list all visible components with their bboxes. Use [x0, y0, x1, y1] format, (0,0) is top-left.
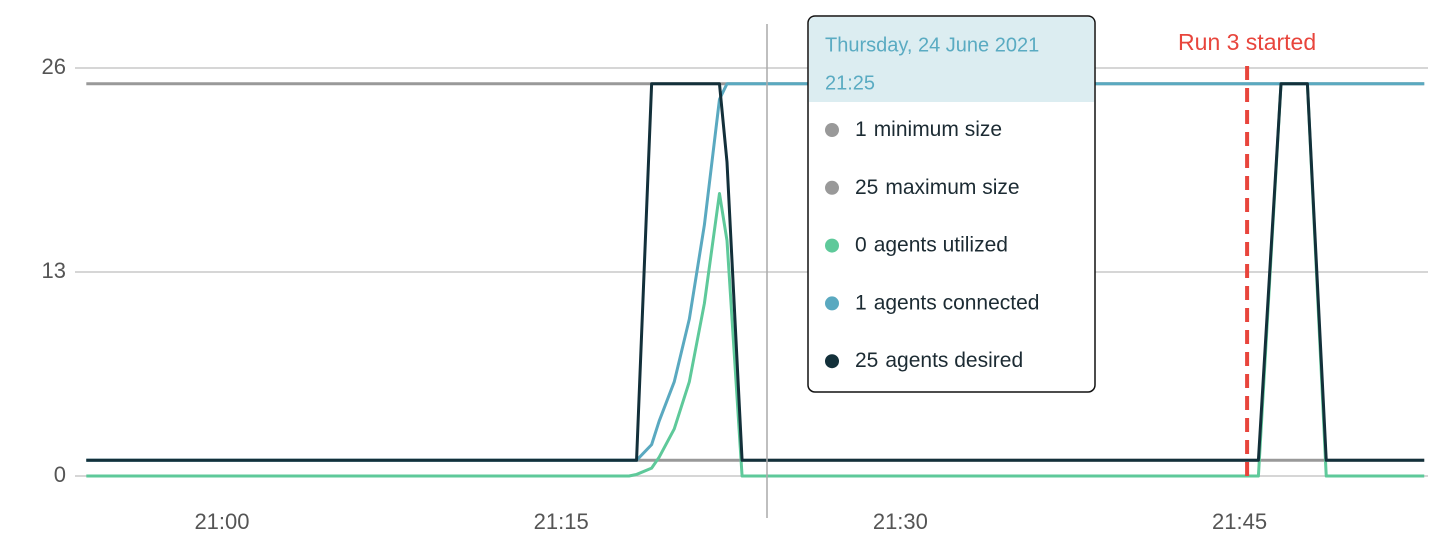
tooltip-item: 25 maximum size [855, 175, 1020, 198]
tooltip-value: 0 [855, 233, 867, 256]
annotation: Run 3 started [1178, 29, 1316, 482]
tooltip-item: 1 agents connected [855, 291, 1039, 314]
x-tick-label: 21:30 [873, 509, 928, 534]
tooltip: Thursday, 24 June 2021 21:25 1 minimum si… [807, 15, 1096, 393]
y-tick-label: 0 [54, 462, 66, 487]
tooltip-item: 1 minimum size [855, 118, 1002, 141]
tooltip-label: agents utilized [874, 233, 1008, 256]
lines [86, 82, 1425, 478]
tooltip-dot [825, 296, 839, 311]
series-line [86, 82, 1425, 478]
grid: 0 13 26 21:00 21:15 21:30 21:45 [42, 54, 1428, 534]
tooltip-dot [825, 180, 839, 195]
annotation-text: Run 3 started [1178, 29, 1316, 55]
tooltip-header [809, 17, 1094, 102]
tooltip-label: minimum size [874, 118, 1002, 141]
tooltip-item: 0 agents utilized [855, 233, 1008, 256]
x-tick-label: 21:15 [534, 509, 589, 534]
tooltip-dot [825, 123, 839, 137]
tooltip-label: maximum size [885, 175, 1019, 198]
tooltip-box [807, 15, 1096, 393]
tooltip-label: agents desired [885, 349, 1023, 372]
tooltip-dot [825, 238, 839, 253]
tooltip-label: agents connected [874, 291, 1040, 314]
tooltip-item: 25 agents desired [855, 349, 1023, 372]
tooltip-value: 25 [855, 349, 878, 372]
tooltip-dot [825, 354, 839, 369]
tooltip-value: 25 [855, 175, 878, 198]
y-tick-label: 26 [42, 54, 66, 79]
tooltip-time: 21:25 [825, 72, 875, 94]
y-tick-label: 13 [42, 258, 66, 283]
x-tick-label: 21:45 [1212, 509, 1267, 534]
x-tick-label: 21:00 [194, 509, 249, 534]
series-line [86, 82, 1425, 462]
tooltip-value: 1 [855, 118, 867, 141]
tooltip-title: Thursday, 24 June 2021 [825, 34, 1039, 56]
tooltip-value: 1 [855, 291, 867, 314]
